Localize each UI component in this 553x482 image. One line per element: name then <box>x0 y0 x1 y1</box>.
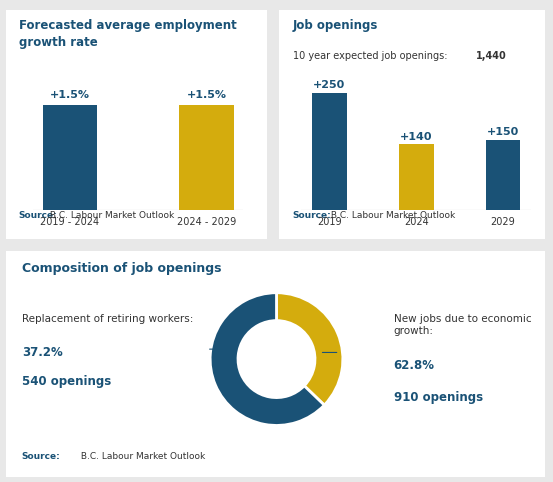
Text: 62.8%: 62.8% <box>394 360 435 373</box>
Text: +140: +140 <box>400 132 432 142</box>
Text: B.C. Labour Market Outlook: B.C. Labour Market Outlook <box>79 452 206 461</box>
Text: 37.2%: 37.2% <box>22 346 62 359</box>
Text: 910 openings: 910 openings <box>394 391 483 404</box>
Text: New jobs due to economic
growth:: New jobs due to economic growth: <box>394 314 531 335</box>
Text: 10 year expected job openings:: 10 year expected job openings: <box>293 51 450 61</box>
Text: Replacement of retiring workers:: Replacement of retiring workers: <box>22 314 193 324</box>
Text: Source:: Source: <box>19 211 58 220</box>
Bar <box>43 105 97 210</box>
Bar <box>312 93 347 210</box>
Bar <box>179 105 234 210</box>
Text: B.C. Labour Market Outlook: B.C. Labour Market Outlook <box>328 211 456 220</box>
Wedge shape <box>210 293 324 426</box>
Text: Forecasted average employment
growth rate: Forecasted average employment growth rat… <box>19 19 236 49</box>
Text: Job openings: Job openings <box>293 19 378 32</box>
Text: +1.5%: +1.5% <box>186 90 227 100</box>
Text: Source:: Source: <box>293 211 331 220</box>
Wedge shape <box>276 293 343 405</box>
Text: Composition of job openings: Composition of job openings <box>22 262 221 275</box>
Text: +150: +150 <box>487 127 519 137</box>
Text: B.C. Labour Market Outlook: B.C. Labour Market Outlook <box>48 211 175 220</box>
Text: +1.5%: +1.5% <box>50 90 90 100</box>
Text: +250: +250 <box>313 80 345 90</box>
Bar <box>399 145 434 210</box>
Bar <box>486 140 520 210</box>
Text: 1,440: 1,440 <box>476 51 507 61</box>
Text: Source:: Source: <box>22 452 60 461</box>
Text: 540 openings: 540 openings <box>22 375 111 388</box>
